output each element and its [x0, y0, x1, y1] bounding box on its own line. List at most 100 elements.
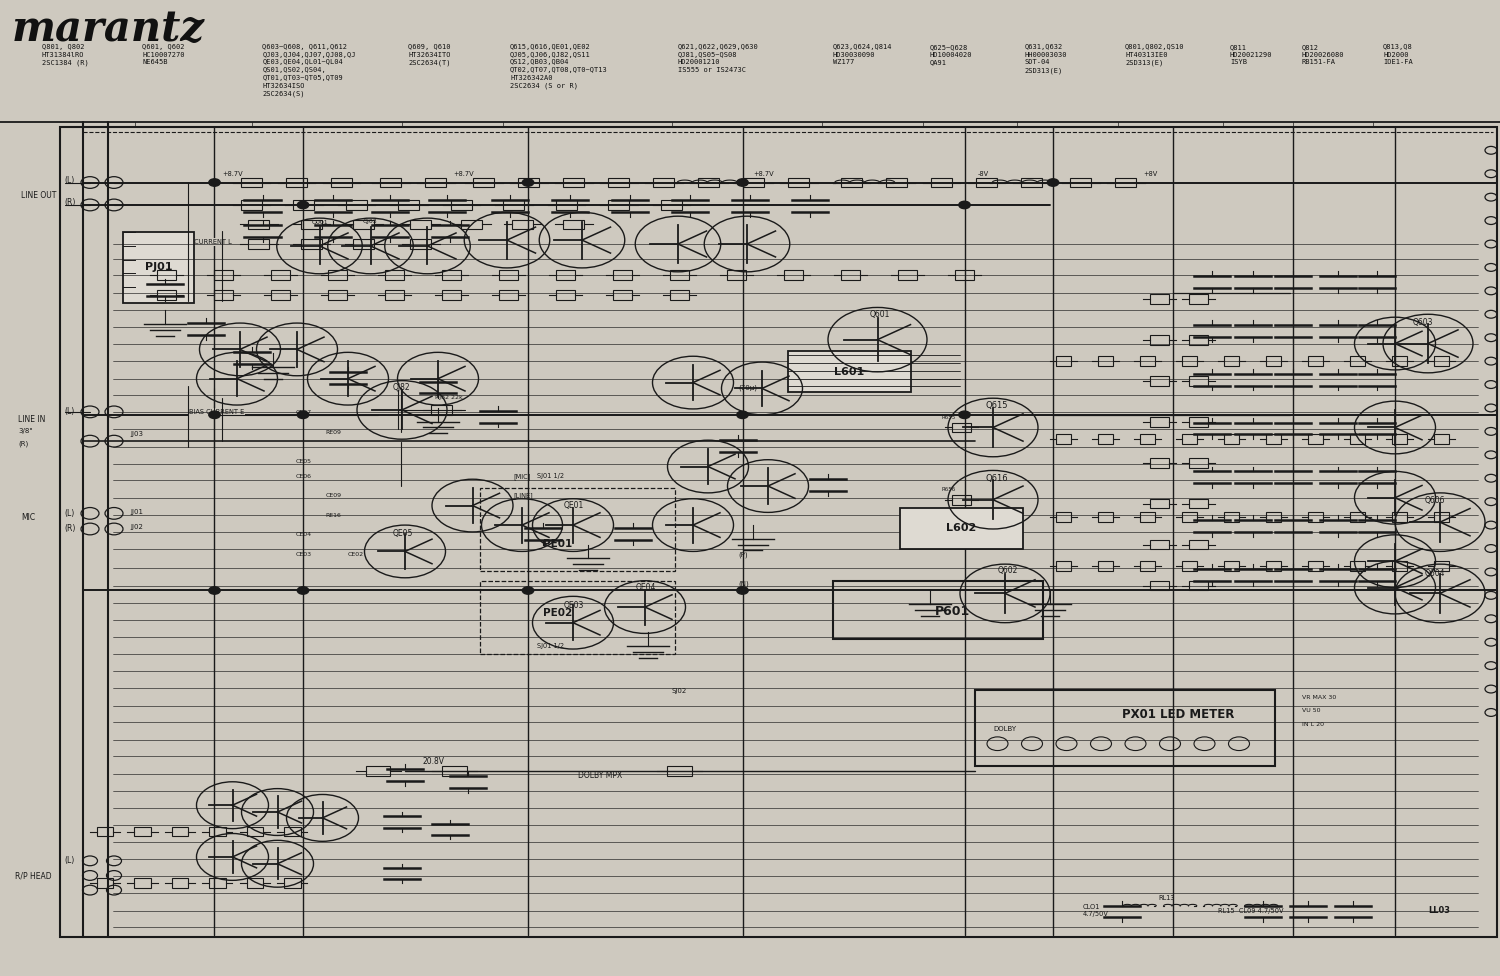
Bar	[1140, 561, 1155, 571]
Text: -8V: -8V	[978, 171, 988, 177]
Bar	[1056, 434, 1071, 444]
Bar	[1224, 356, 1239, 366]
Circle shape	[958, 201, 970, 209]
Bar	[452, 200, 471, 210]
Bar	[1308, 561, 1323, 571]
Bar	[1098, 434, 1113, 444]
Circle shape	[297, 411, 309, 419]
Bar	[135, 827, 150, 836]
Bar	[286, 178, 306, 187]
Bar	[1116, 178, 1136, 187]
Bar	[1434, 561, 1449, 571]
Text: (L): (L)	[64, 176, 75, 185]
Text: QE05: QE05	[393, 529, 414, 539]
Bar	[1190, 294, 1208, 304]
Text: RE09: RE09	[326, 429, 342, 435]
Bar	[564, 178, 584, 187]
Bar	[614, 270, 632, 280]
Bar	[654, 178, 674, 187]
Text: JJ02: JJ02	[130, 524, 144, 530]
Bar	[1266, 561, 1281, 571]
Text: QJ03: QJ03	[363, 219, 378, 224]
Bar	[519, 178, 538, 187]
Bar	[426, 178, 445, 187]
Bar	[670, 270, 688, 280]
Text: R656: R656	[942, 487, 957, 493]
Text: R/P HEAD: R/P HEAD	[15, 872, 51, 881]
Bar	[1150, 294, 1168, 304]
Circle shape	[958, 411, 970, 419]
Text: SJ02: SJ02	[672, 688, 687, 694]
Bar	[328, 270, 346, 280]
Bar	[886, 178, 906, 187]
Text: Q001: Q001	[312, 219, 328, 224]
Bar	[135, 878, 150, 888]
Bar	[1182, 356, 1197, 366]
Bar	[1190, 458, 1208, 468]
Circle shape	[209, 411, 220, 419]
Bar	[249, 239, 268, 249]
Text: Q601: Q601	[870, 309, 891, 319]
Bar	[699, 178, 718, 187]
Text: RE16: RE16	[326, 512, 342, 518]
Circle shape	[209, 587, 220, 594]
Text: Q615,Q616,QE01,QE02
QJ05,QJ06,QJ82,QS11
QS12,QB03,QB04
QT02,QT07,QT08,QT0~QT13
H: Q615,Q616,QE01,QE02 QJ05,QJ06,QJ82,QS11 …	[510, 44, 608, 89]
Text: (N): (N)	[738, 581, 748, 587]
Text: CE04: CE04	[296, 532, 312, 538]
Bar	[898, 270, 916, 280]
Text: Q602: Q602	[998, 566, 1018, 576]
Bar	[833, 581, 1042, 639]
Text: PJ01: PJ01	[144, 263, 172, 272]
Bar	[1150, 540, 1168, 549]
Text: (L): (L)	[64, 856, 75, 866]
Text: L602: L602	[946, 523, 976, 533]
Bar	[399, 200, 418, 210]
Text: CE05: CE05	[296, 459, 312, 465]
Bar	[1308, 356, 1323, 366]
Bar	[842, 270, 860, 280]
Text: (L): (L)	[64, 508, 75, 518]
Bar	[1098, 512, 1113, 522]
Bar	[0, 0, 1500, 122]
Text: (L): (L)	[64, 407, 75, 417]
Bar	[171, 878, 189, 888]
Bar	[462, 220, 482, 229]
Bar	[386, 290, 404, 300]
Bar	[209, 878, 225, 888]
Text: CE07: CE07	[296, 410, 312, 416]
Bar	[1224, 561, 1239, 571]
Bar	[1056, 356, 1071, 366]
Text: Q801, Q802
HT31384lRO
2SC1384 (R): Q801, Q802 HT31384lRO 2SC1384 (R)	[42, 44, 88, 66]
Bar	[214, 290, 232, 300]
Bar	[788, 351, 910, 392]
Bar	[609, 178, 628, 187]
Bar	[609, 200, 628, 210]
Text: Q606: Q606	[1425, 496, 1446, 506]
Bar	[171, 827, 189, 836]
Text: LINE OUT: LINE OUT	[21, 190, 57, 200]
Bar	[272, 290, 290, 300]
Text: RL15  CL09 4.7/50V: RL15 CL09 4.7/50V	[1218, 908, 1284, 914]
Bar	[249, 220, 268, 229]
Text: QE04: QE04	[636, 583, 657, 592]
Text: Q609, Q610
HT32634ITO
2SC2634(T): Q609, Q610 HT32634ITO 2SC2634(T)	[408, 44, 450, 66]
Bar	[1098, 561, 1113, 571]
Bar	[1150, 581, 1168, 590]
Bar	[381, 178, 400, 187]
Bar	[1308, 512, 1323, 522]
Bar	[952, 423, 970, 432]
Text: JJ01: JJ01	[130, 509, 144, 515]
Text: Q625~Q628
HD10004020
QA91: Q625~Q628 HD10004020 QA91	[930, 44, 972, 65]
Text: BIAS CURRENT L: BIAS CURRENT L	[177, 239, 231, 245]
Bar	[60, 127, 1497, 937]
Bar	[500, 290, 517, 300]
Bar	[1150, 417, 1168, 427]
Bar	[1266, 512, 1281, 522]
Text: (R): (R)	[64, 524, 76, 534]
Text: DOLBY: DOLBY	[993, 726, 1016, 732]
Bar	[480, 581, 675, 654]
Text: SJ01 1/2: SJ01 1/2	[537, 473, 564, 479]
Text: CE03: CE03	[296, 551, 312, 557]
Text: P601: P601	[934, 605, 969, 619]
Bar	[1392, 561, 1407, 571]
